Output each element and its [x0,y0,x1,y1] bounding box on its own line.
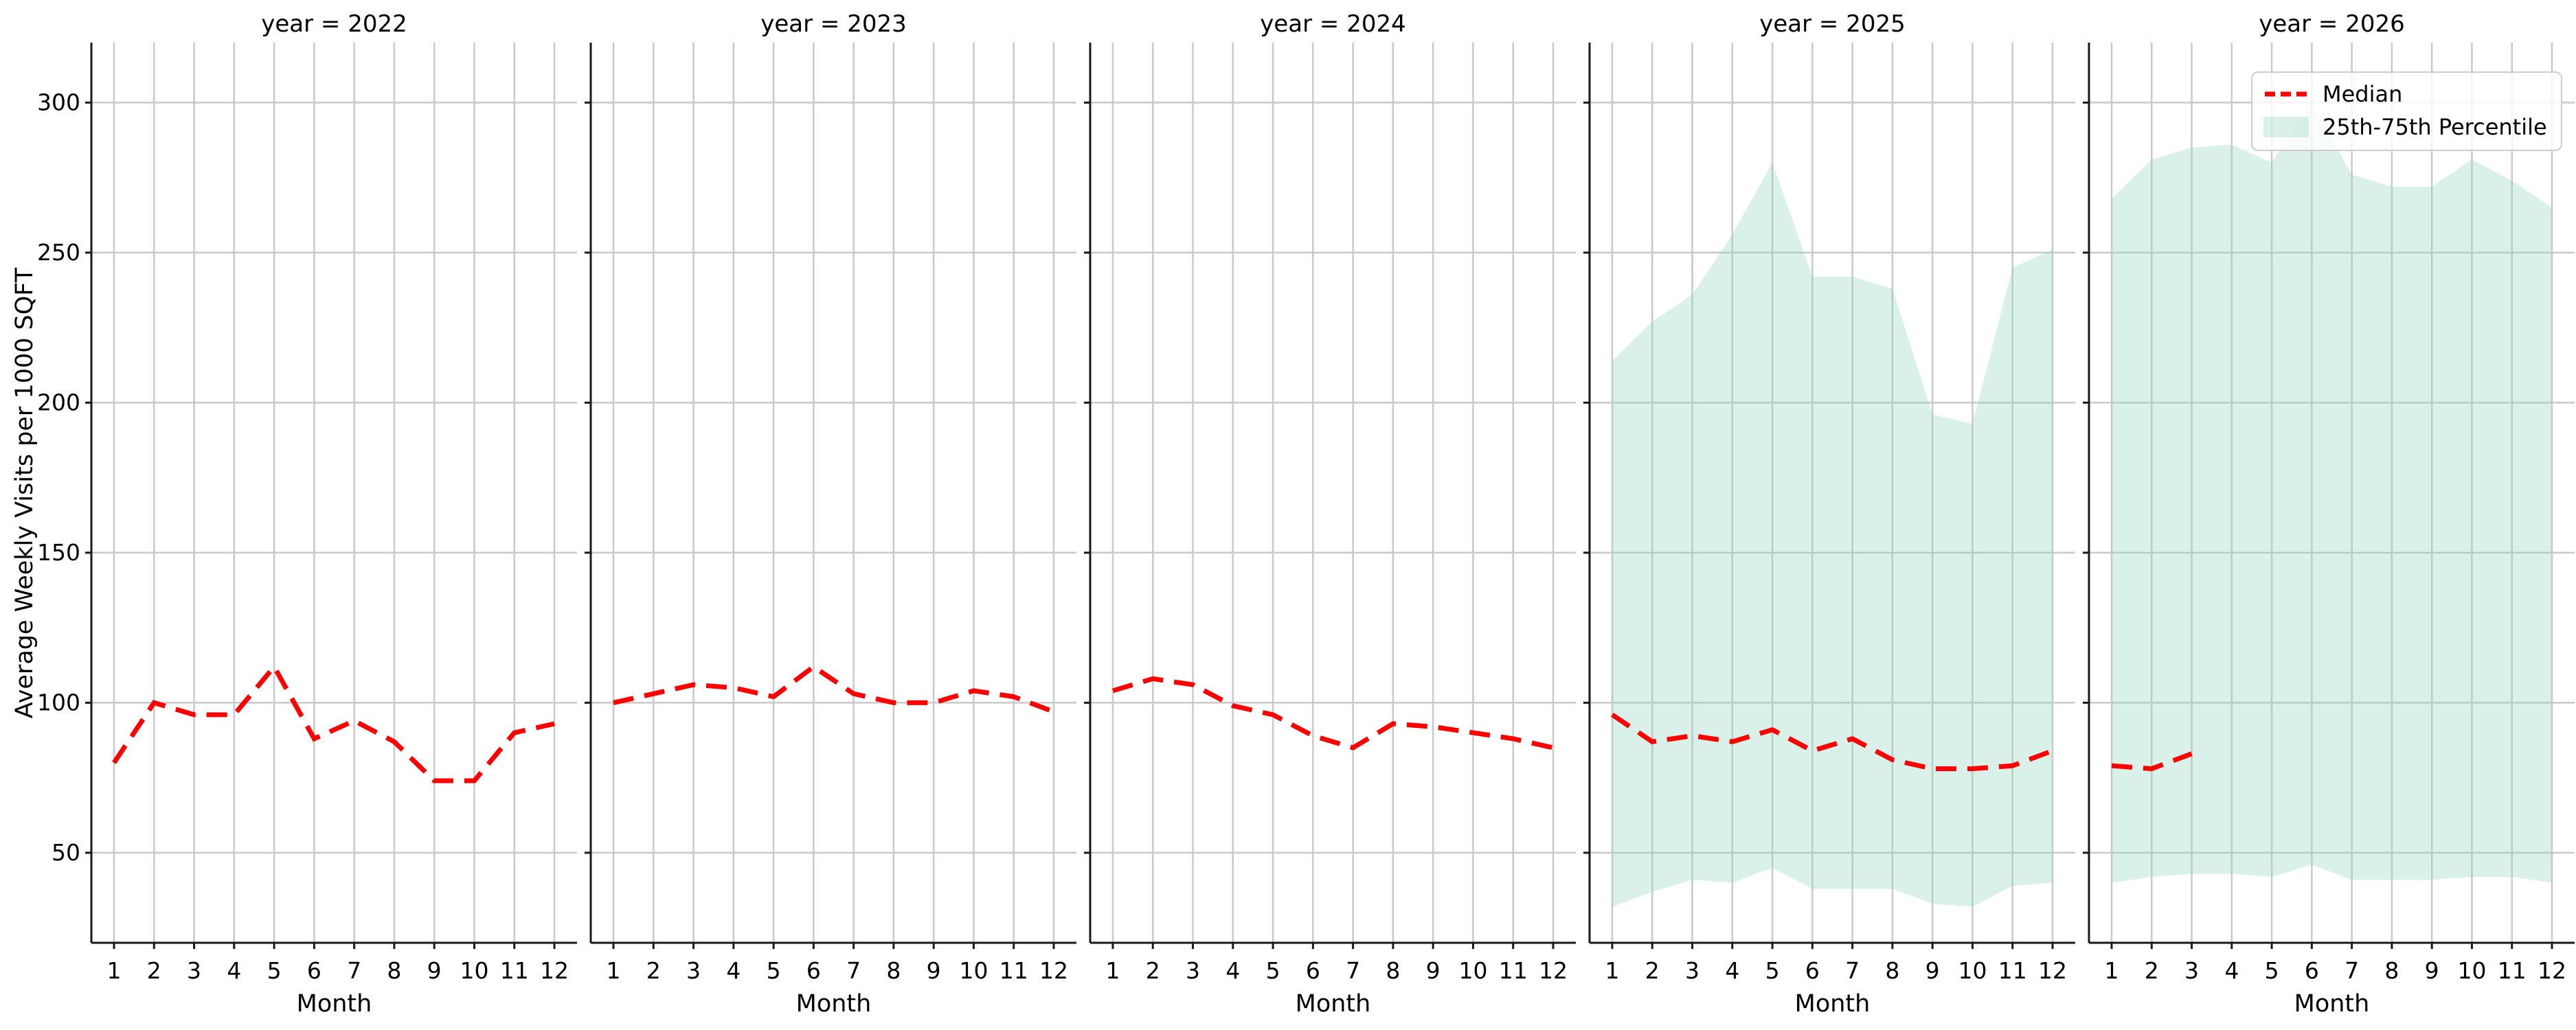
x-tick-label: 7 [846,957,861,984]
facet-title: year = 2023 [760,10,906,38]
x-tick-label: 8 [1885,957,1899,984]
legend-entry-percentile: 25th-75th Percentile [2263,114,2547,140]
median-line [112,662,555,783]
x-tick-label: 12 [1039,957,1068,984]
x-tick-label: 2 [646,957,661,984]
x-tick-label: 10 [1458,957,1487,984]
percentile-band [1612,162,2053,907]
x-tick-label: 10 [1958,957,1987,984]
x-tick-label: 11 [2498,957,2527,984]
x-tick-label: 9 [427,957,442,984]
x-tick-label: 12 [540,957,569,984]
y-tick-label: 300 [37,89,80,115]
x-tick-label: 5 [1765,957,1780,984]
x-tick-label: 4 [726,957,741,984]
x-axis-label: Month [1795,990,1871,1018]
x-tick-label: 2 [1146,957,1160,984]
y-axis-label: Average Weekly Visits per 1000 SQFT [11,267,38,719]
y-tick-label: 50 [52,839,80,866]
facet-title: year = 2024 [1260,10,1405,38]
x-tick-label: 6 [1306,957,1320,984]
legend-label-median: Median [2323,81,2403,107]
x-tick-label: 8 [886,957,901,984]
x-tick-label: 10 [959,957,988,984]
legend: Median 25th-75th Percentile [2251,71,2562,151]
x-tick-label: 11 [999,957,1028,984]
legend-entry-median: Median [2263,81,2547,107]
x-tick-label: 12 [2538,957,2566,984]
median-line [613,663,1055,714]
x-tick-label: 8 [1386,957,1400,984]
x-tick-label: 3 [1186,957,1200,984]
x-tick-label: 4 [1725,957,1739,984]
x-tick-label: 1 [1605,957,1620,984]
y-tick-label: 200 [37,389,80,415]
x-tick-label: 6 [1805,957,1820,984]
median-line [1611,712,2054,772]
x-tick-label: 10 [460,957,488,984]
x-tick-label: 11 [1998,957,2027,984]
x-tick-label: 12 [1539,957,1568,984]
y-tick-label: 100 [37,689,80,716]
x-tick-label: 5 [267,957,282,984]
x-tick-label: 3 [1685,957,1699,984]
x-tick-label: 4 [2224,957,2239,984]
x-tick-label: 7 [347,957,361,984]
x-tick-label: 4 [1225,957,1240,984]
x-tick-label: 10 [2457,957,2486,984]
median-dash-sample-icon [2265,91,2307,97]
x-tick-label: 6 [2305,957,2319,984]
legend-label-percentile: 25th-75th Percentile [2323,114,2547,140]
x-tick-label: 11 [1499,957,1528,984]
x-tick-label: 1 [107,957,122,984]
median-line [2111,751,2193,772]
x-tick-label: 1 [1106,957,1120,984]
x-tick-label: 5 [767,957,781,984]
x-tick-label: 5 [2265,957,2279,984]
x-tick-label: 7 [1346,957,1360,984]
x-tick-label: 8 [387,957,401,984]
x-tick-label: 11 [500,957,529,984]
y-tick-label: 150 [37,539,80,566]
x-tick-label: 7 [1845,957,1860,984]
x-tick-label: 2 [2145,957,2159,984]
x-axis-label: Month [1296,990,1371,1018]
x-tick-label: 3 [2184,957,2199,984]
x-tick-label: 1 [607,957,621,984]
x-tick-label: 9 [927,957,941,984]
x-tick-label: 1 [2105,957,2119,984]
x-tick-label: 5 [1266,957,1280,984]
facet-title: year = 2025 [1759,10,1905,38]
x-tick-label: 4 [227,957,241,984]
x-tick-label: 9 [2425,957,2439,984]
x-axis-label: Month [297,990,372,1018]
median-line [1111,676,1554,751]
y-tick-label: 250 [37,239,80,266]
x-axis-label: Month [796,990,872,1018]
x-axis-label: Month [2294,990,2370,1018]
facet-title: year = 2022 [261,10,407,38]
x-tick-label: 3 [686,957,701,984]
percentile-band-sample-icon [2263,117,2309,137]
x-tick-label: 2 [1645,957,1660,984]
x-tick-label: 12 [2038,957,2067,984]
x-tick-label: 3 [187,957,201,984]
percentile-band [2112,102,2552,883]
x-tick-label: 6 [806,957,821,984]
facet-title: year = 2026 [2259,10,2404,38]
x-tick-label: 7 [2345,957,2359,984]
x-tick-label: 8 [2384,957,2399,984]
x-tick-label: 2 [147,957,161,984]
x-tick-label: 6 [307,957,321,984]
x-tick-label: 9 [1426,957,1440,984]
x-tick-label: 9 [1925,957,1940,984]
